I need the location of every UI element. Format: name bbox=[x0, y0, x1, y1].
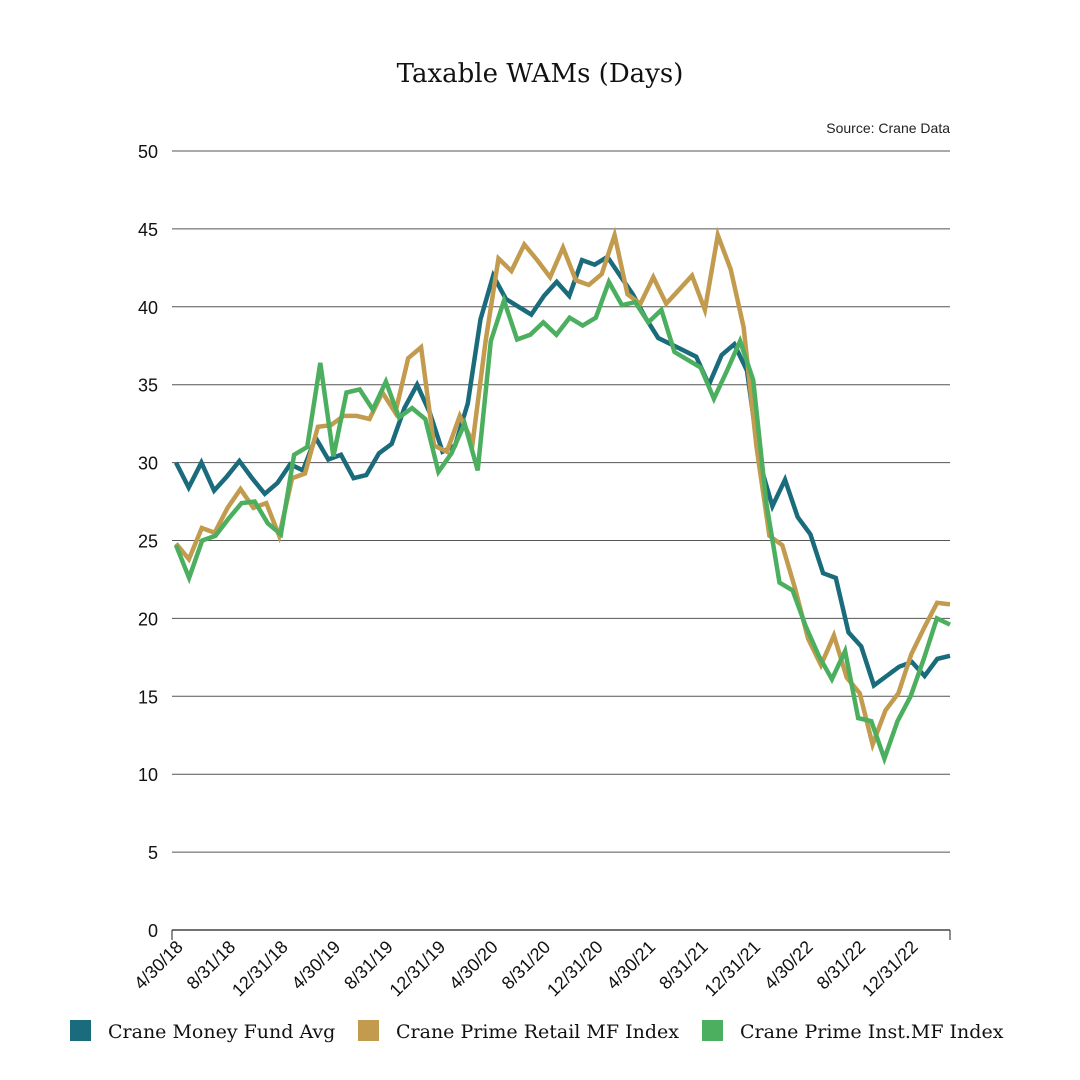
y-tick-label: 5 bbox=[148, 843, 158, 863]
y-tick-label: 30 bbox=[138, 454, 158, 474]
y-tick-label: 45 bbox=[138, 220, 158, 240]
x-tick-label: 12/31/22 bbox=[858, 937, 922, 1001]
series-line-3 bbox=[173, 276, 951, 766]
legend-swatch bbox=[358, 1020, 379, 1041]
legend-label: Crane Prime Retail MF Index bbox=[396, 1021, 679, 1043]
x-tick-label: 12/31/18 bbox=[228, 937, 292, 1001]
y-tick-label: 25 bbox=[138, 532, 158, 552]
x-tick-label: 4/30/21 bbox=[603, 937, 660, 994]
x-tick-label: 12/31/21 bbox=[701, 937, 765, 1001]
y-tick-label: 40 bbox=[138, 298, 158, 318]
series-line-1 bbox=[173, 253, 951, 690]
y-tick-label: 20 bbox=[138, 609, 158, 629]
chart-source: Source: Crane Data bbox=[826, 120, 950, 136]
legend-label: Crane Money Fund Avg bbox=[108, 1021, 335, 1043]
series-layer bbox=[173, 226, 951, 766]
legend: Crane Money Fund Avg Crane Prime Retail M… bbox=[70, 1020, 1004, 1043]
x-axis-ticks: 4/30/188/31/1812/31/184/30/198/31/1912/3… bbox=[130, 937, 922, 1001]
y-tick-label: 35 bbox=[138, 376, 158, 396]
x-tick-label: 12/31/19 bbox=[386, 937, 450, 1001]
y-tick-label: 0 bbox=[148, 921, 158, 941]
y-tick-label: 10 bbox=[138, 765, 158, 785]
y-axis-ticks: 0 5 10 15 20 25 30 35 40 45 50 bbox=[138, 142, 158, 941]
y-tick-label: 50 bbox=[138, 142, 158, 162]
chart-title: Taxable WAMs (Days) bbox=[397, 59, 684, 89]
x-tick-label: 12/31/20 bbox=[543, 937, 607, 1001]
x-tick-label: 4/30/20 bbox=[445, 937, 502, 994]
legend-swatch bbox=[702, 1020, 723, 1041]
grid-layer bbox=[171, 150, 951, 940]
x-tick-label: 4/30/18 bbox=[130, 937, 187, 994]
x-tick-label: 4/30/19 bbox=[288, 937, 345, 994]
series-line-2 bbox=[174, 226, 951, 753]
x-tick-label: 4/30/22 bbox=[760, 937, 817, 994]
y-tick-label: 15 bbox=[138, 687, 158, 707]
legend-swatch bbox=[70, 1020, 91, 1041]
legend-label: Crane Prime Inst.MF Index bbox=[740, 1021, 1004, 1043]
